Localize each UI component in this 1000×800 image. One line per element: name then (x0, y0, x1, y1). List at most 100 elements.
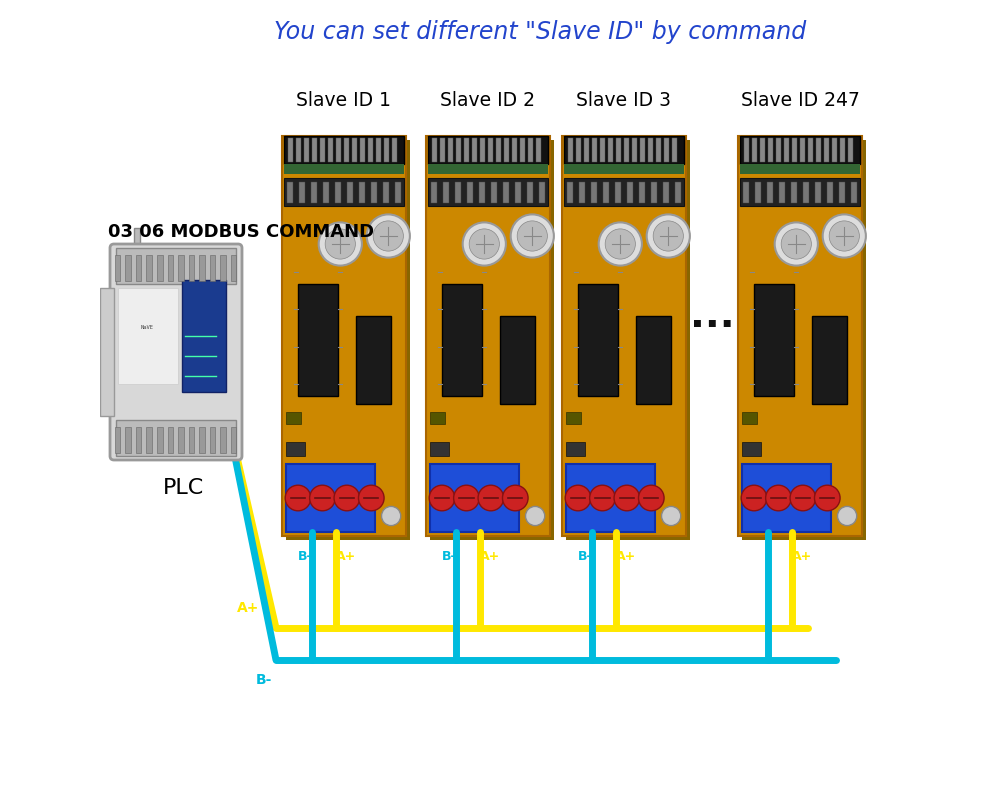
Bar (566, 442, 585, 456)
Bar (299, 182, 305, 203)
Bar (779, 182, 785, 203)
Bar (296, 138, 301, 162)
Bar (743, 182, 749, 203)
Text: ...: ... (690, 297, 734, 335)
Bar (800, 138, 805, 162)
Bar (136, 255, 141, 281)
Bar (615, 182, 621, 203)
Bar (472, 138, 477, 162)
Bar (624, 138, 629, 162)
Bar (335, 182, 341, 203)
Bar (592, 138, 597, 162)
Text: A+: A+ (792, 550, 813, 562)
Circle shape (781, 229, 811, 259)
Bar (189, 255, 194, 281)
Bar (371, 182, 377, 203)
Bar (675, 182, 681, 203)
Bar (616, 138, 621, 162)
Text: B-: B- (442, 550, 457, 562)
Circle shape (653, 221, 683, 251)
Bar (430, 442, 449, 456)
Circle shape (319, 222, 362, 266)
Bar (220, 427, 226, 453)
Bar (672, 138, 677, 162)
Circle shape (647, 214, 690, 258)
Bar (189, 427, 194, 453)
Bar (663, 182, 669, 203)
Bar (284, 178, 404, 206)
Bar (298, 284, 338, 396)
Circle shape (367, 214, 410, 258)
Bar (210, 427, 215, 453)
Bar (428, 136, 548, 164)
Bar (627, 182, 633, 203)
Bar (456, 138, 461, 162)
Bar (428, 164, 548, 174)
Bar (496, 138, 501, 162)
Bar (136, 427, 141, 453)
Bar (442, 284, 482, 396)
Bar (839, 182, 845, 203)
Bar (824, 138, 829, 162)
Bar (740, 178, 860, 206)
Bar (287, 182, 293, 203)
Bar (134, 228, 140, 248)
Circle shape (638, 485, 664, 511)
Bar (791, 182, 797, 203)
Text: B-: B- (578, 550, 593, 562)
Bar (118, 288, 178, 384)
Bar (115, 427, 120, 453)
Bar (520, 138, 525, 162)
Bar (568, 138, 573, 162)
Bar (742, 140, 866, 540)
Bar (116, 248, 236, 284)
Text: B-: B- (298, 550, 313, 562)
Text: A+: A+ (480, 550, 501, 562)
Bar (848, 138, 853, 162)
Bar (803, 182, 809, 203)
Bar (168, 255, 173, 281)
Bar (776, 138, 781, 162)
Circle shape (382, 506, 401, 526)
Bar (359, 182, 365, 203)
Circle shape (790, 485, 816, 511)
Bar (491, 182, 497, 203)
Bar (808, 138, 813, 162)
Bar (356, 316, 391, 404)
Bar (566, 140, 690, 540)
Bar (742, 412, 757, 424)
Bar (564, 136, 684, 164)
Bar (100, 288, 114, 416)
Bar (608, 138, 613, 162)
Bar (323, 182, 329, 203)
Circle shape (565, 485, 591, 511)
Circle shape (358, 485, 384, 511)
Circle shape (775, 222, 818, 266)
Bar (288, 138, 293, 162)
Bar (564, 164, 684, 174)
Bar (740, 164, 860, 174)
Bar (740, 136, 860, 164)
Bar (767, 182, 773, 203)
Bar (182, 280, 226, 392)
Circle shape (334, 485, 360, 511)
Bar (344, 138, 349, 162)
Bar (754, 284, 794, 396)
Bar (286, 140, 410, 540)
Circle shape (285, 485, 311, 511)
Bar (395, 182, 401, 203)
Circle shape (517, 221, 547, 251)
Bar (566, 412, 581, 424)
Bar (755, 182, 761, 203)
Text: You can set different "Slave ID" by command: You can set different "Slave ID" by comm… (274, 20, 806, 44)
Bar (832, 138, 837, 162)
Circle shape (310, 485, 335, 511)
Circle shape (325, 229, 355, 259)
Bar (480, 138, 485, 162)
Circle shape (590, 485, 615, 511)
Bar (392, 138, 397, 162)
Bar (632, 138, 637, 162)
Bar (760, 138, 765, 162)
Bar (840, 138, 845, 162)
Bar (742, 464, 831, 532)
